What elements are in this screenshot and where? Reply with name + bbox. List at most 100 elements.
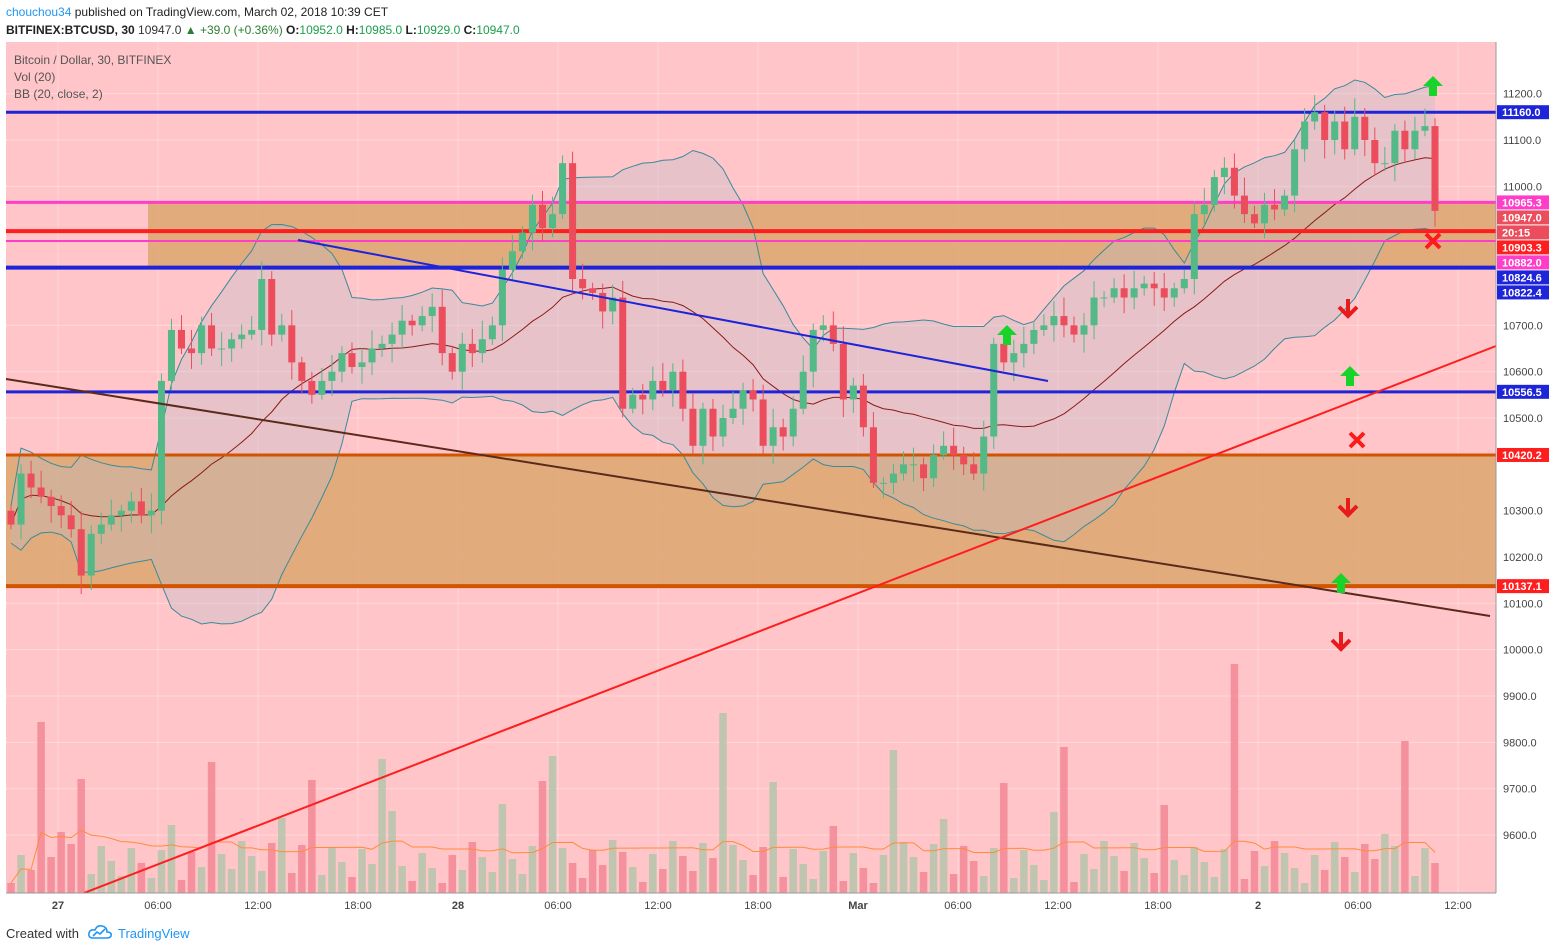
candle <box>589 282 597 300</box>
volume-bar <box>288 873 296 893</box>
volume-bar <box>909 857 918 893</box>
candle <box>1030 322 1038 355</box>
volume-bar <box>659 869 667 893</box>
price-chart[interactable]: Bitcoin / Dollar, 30, BITFINEX Vol (20) … <box>0 42 1554 915</box>
svg-text:10882.0: 10882.0 <box>1502 257 1542 269</box>
zone-1[interactable] <box>6 454 1496 587</box>
candle <box>1050 301 1058 342</box>
candle <box>77 511 85 595</box>
candle <box>739 382 747 425</box>
candle <box>17 464 25 540</box>
price-tick: 10500.0 <box>1503 413 1543 425</box>
candle <box>97 512 105 545</box>
volume-bar <box>1160 805 1168 893</box>
candle <box>418 306 426 332</box>
candle <box>990 337 998 450</box>
red-down-arrow-icon <box>1337 299 1359 319</box>
price-tick: 9800.0 <box>1503 737 1537 749</box>
volume-bar <box>1290 868 1299 893</box>
candle <box>328 354 336 396</box>
candlesticks <box>7 95 1439 595</box>
volume-bar <box>649 854 657 893</box>
volume-bar <box>739 860 747 893</box>
candle <box>669 363 677 407</box>
candle <box>458 332 466 390</box>
candle <box>1130 270 1138 310</box>
candle <box>1090 281 1098 340</box>
candle <box>127 491 135 523</box>
candle <box>759 384 767 454</box>
tradingview-cloud-icon[interactable] <box>88 924 112 940</box>
price-tag: 10903.3 <box>1497 240 1549 255</box>
candle <box>67 500 75 538</box>
price-tick: 11100.0 <box>1503 135 1541 147</box>
candle <box>288 310 296 380</box>
volume-bar <box>879 855 888 893</box>
trendline-black-descending[interactable] <box>5 378 1491 617</box>
price-change: ▲ +39.0 (+0.36%) <box>184 23 283 37</box>
price-axis[interactable] <box>1496 42 1554 915</box>
candle <box>1120 274 1128 314</box>
price-tag: 10965.3 <box>1497 195 1549 210</box>
candle <box>940 431 948 460</box>
volume-moving-average <box>10 829 1436 884</box>
svg-text:10903.3: 10903.3 <box>1502 242 1542 254</box>
candle <box>1321 104 1329 159</box>
volume-bar <box>1070 882 1078 893</box>
volume-bar <box>418 853 426 893</box>
volume-bar <box>1060 747 1068 893</box>
candle <box>629 387 637 414</box>
price-zones <box>6 202 1496 587</box>
volume-bar <box>849 853 858 893</box>
author-link[interactable]: chouchou34 <box>6 5 72 19</box>
time-tick: 12:00 <box>1444 900 1472 912</box>
volume-bar <box>1210 877 1219 893</box>
candle <box>1281 189 1289 216</box>
volume-bar <box>147 878 156 893</box>
candle <box>1331 110 1339 155</box>
candle <box>1381 146 1389 172</box>
candle <box>1301 108 1309 162</box>
trendline-blue-descending[interactable] <box>297 239 1049 382</box>
volume-bar <box>187 852 196 893</box>
volume-bar <box>759 847 767 893</box>
candle <box>859 373 867 437</box>
volume-bar <box>1381 834 1389 893</box>
candle <box>117 504 125 532</box>
created-with-text: Created with <box>6 926 79 941</box>
candle <box>789 396 797 447</box>
volume-bar <box>729 845 737 893</box>
candle <box>1401 120 1409 164</box>
tradingview-brand[interactable]: TradingView <box>118 926 190 941</box>
volume-bar <box>47 857 55 893</box>
time-tick: 18:00 <box>344 900 372 912</box>
candle <box>619 280 627 418</box>
candle <box>528 194 536 251</box>
volume-bar <box>1190 847 1199 893</box>
time-axis[interactable] <box>0 893 1496 915</box>
price-tick: 9900.0 <box>1503 691 1537 703</box>
candle <box>177 315 185 355</box>
chart-legend: Bitcoin / Dollar, 30, BITFINEX Vol (20) … <box>14 53 171 101</box>
price-tick: 10100.0 <box>1503 598 1543 610</box>
volume-bar <box>127 848 136 893</box>
candle <box>248 316 256 340</box>
svg-text:10137.1: 10137.1 <box>1502 581 1542 593</box>
volume-bar <box>1170 860 1179 893</box>
candle <box>749 379 757 412</box>
volume-bar <box>197 867 206 893</box>
volume-bar <box>368 864 376 893</box>
candle <box>478 320 486 363</box>
volume-bar <box>1150 873 1158 893</box>
trendline-red-ascending[interactable] <box>83 345 1497 894</box>
price-tick: 11200.0 <box>1503 89 1542 101</box>
svg-text:10556.5: 10556.5 <box>1502 387 1542 399</box>
candle <box>930 444 938 488</box>
volume-bar <box>157 850 166 893</box>
price-axis-ticks: 11200.0 11100.0 11000.0 10700.0 10600.0 10500… <box>1503 89 1543 842</box>
volume-bar <box>1040 880 1048 893</box>
candle <box>37 470 45 504</box>
candle <box>1220 157 1228 195</box>
zone-0[interactable] <box>148 202 1496 268</box>
candle <box>879 477 887 499</box>
